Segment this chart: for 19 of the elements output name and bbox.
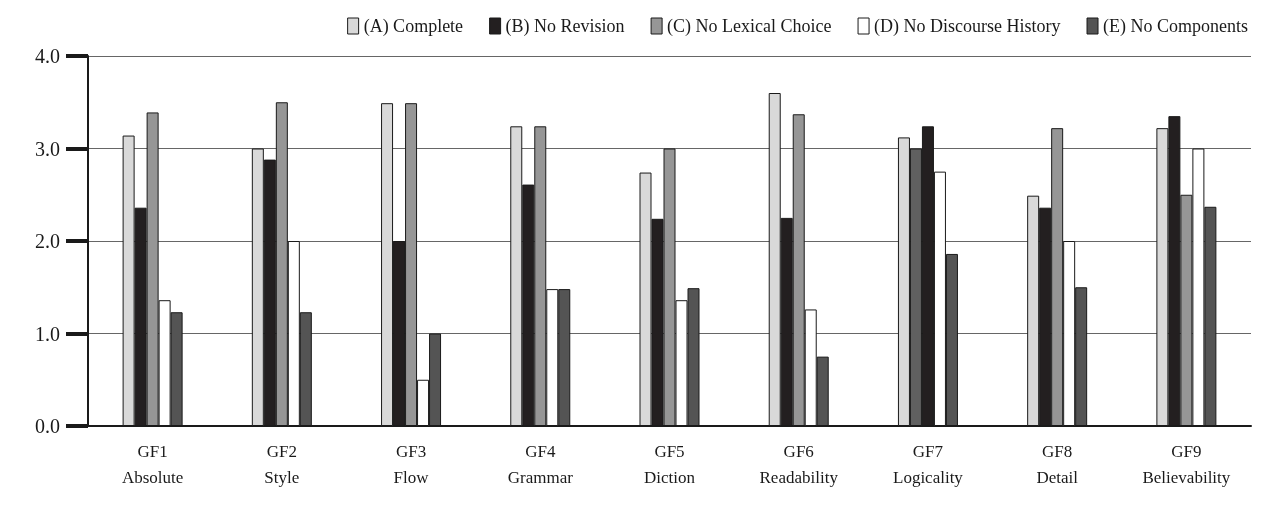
x-tick-label: GF2 Style — [264, 441, 300, 487]
y-tick-label: 1.0 — [35, 322, 60, 345]
x-tick-label: GF3 Flow — [393, 441, 430, 487]
y-tick-label: 3.0 — [35, 137, 60, 160]
x-tick-label: GF6 Readability — [759, 441, 839, 487]
legend-label: (D) No Discourse History — [874, 16, 1061, 37]
legend-label: (A) Complete — [363, 16, 464, 37]
x-tick-label: GF4 Grammar — [507, 441, 574, 487]
legend-label: (B) No Revision — [505, 16, 625, 37]
y-tick-label: 4.0 — [35, 45, 60, 67]
x-tick-label: GF8 Detail — [1036, 441, 1079, 487]
legend-label: (C) No Lexical Choice — [667, 16, 832, 37]
x-tick-label: GF9 Believability — [1142, 441, 1231, 487]
y-tick-label: 2.0 — [35, 230, 60, 252]
x-tick-label: GF5 Diction — [644, 441, 696, 487]
x-tick-label: GF7 Logicality — [893, 441, 964, 487]
y-tick-label: 0.0 — [35, 415, 60, 437]
x-tick-label: GF1 Absolute — [121, 441, 184, 487]
legend-label: (E) No Components — [1103, 16, 1248, 37]
